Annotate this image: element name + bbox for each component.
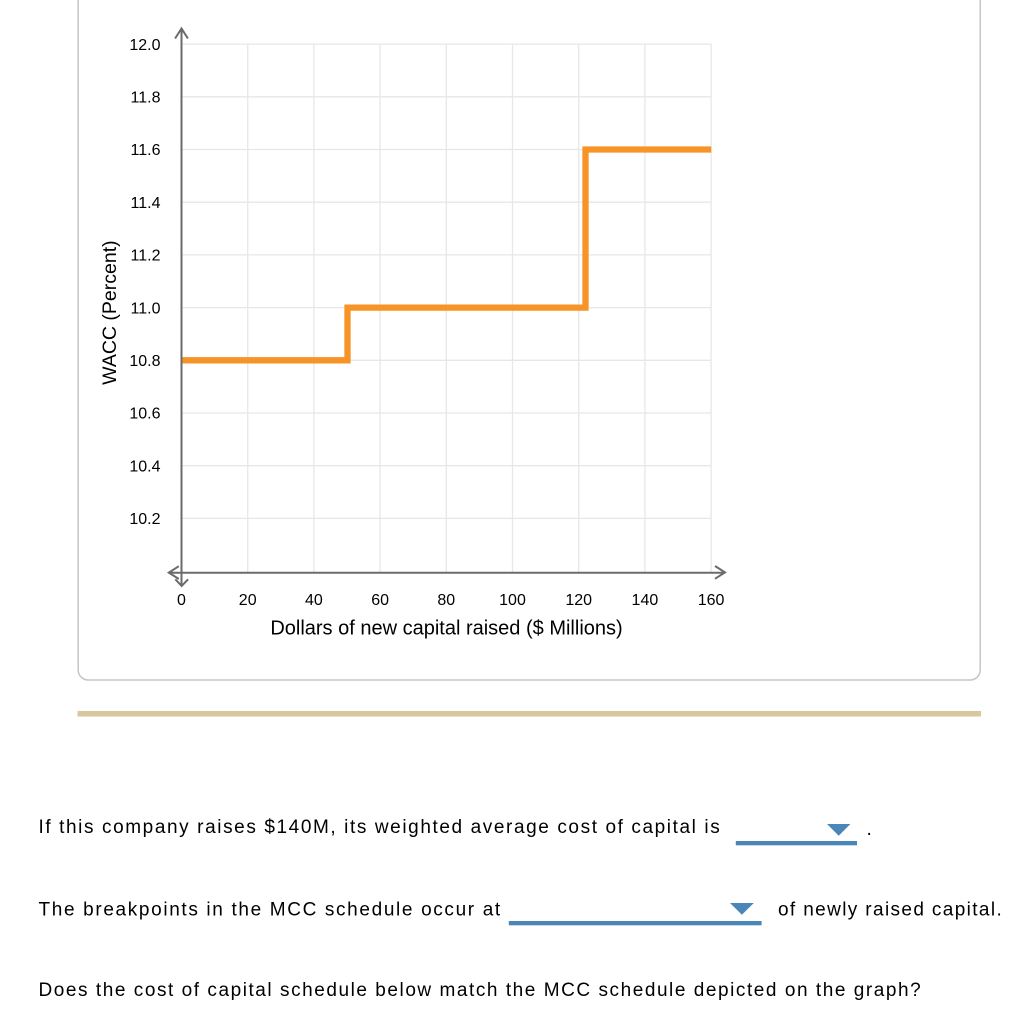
svg-text:Does the cost of capital sched: Does the cost of capital schedule below … [39,980,923,1001]
svg-text:10.2: 10.2 [129,511,160,528]
svg-text:10.8: 10.8 [129,353,160,370]
svg-text:11.8: 11.8 [131,90,161,107]
svg-text:10.4: 10.4 [129,458,160,475]
svg-text:60: 60 [371,592,389,609]
svg-text:of newly raised capital.: of newly raised capital. [778,899,1003,920]
svg-text:The breakpoints in the MCC sch: The breakpoints in the MCC schedule occu… [39,899,502,920]
svg-text:12.0: 12.0 [129,37,160,54]
svg-text:40: 40 [305,592,323,609]
svg-text:80: 80 [437,592,455,609]
svg-text:140: 140 [632,592,659,609]
svg-text:WACC (Percent): WACC (Percent) [99,240,121,384]
svg-text:0: 0 [177,592,186,609]
svg-text:11.2: 11.2 [131,248,161,265]
svg-text:120: 120 [565,592,592,609]
svg-text:11.6: 11.6 [131,142,161,159]
svg-text:.: . [867,819,872,840]
svg-text:Dollars of new capital raised: Dollars of new capital raised ($ Million… [270,618,622,640]
svg-text:160: 160 [698,592,725,609]
svg-text:If this company raises $140M,: If this company raises $140M, its weight… [39,817,722,838]
svg-text:11.0: 11.0 [131,300,161,317]
svg-text:100: 100 [499,592,526,609]
svg-text:20: 20 [239,592,257,609]
svg-text:10.6: 10.6 [129,406,160,423]
svg-text:11.4: 11.4 [131,195,161,212]
